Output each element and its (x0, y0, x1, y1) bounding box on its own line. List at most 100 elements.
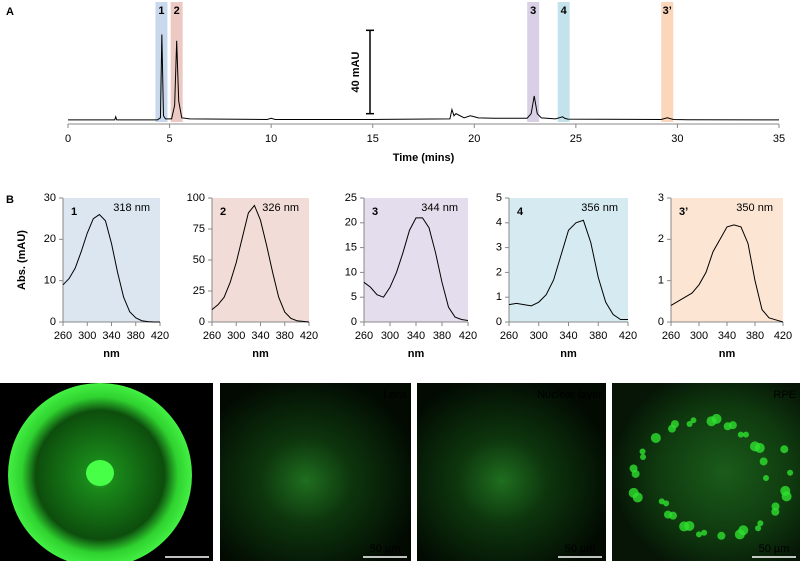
x-tick-label: 340 (251, 330, 269, 342)
rpe-cell (742, 431, 749, 438)
rpe-cell (780, 485, 791, 496)
y-tick-label: 2 (658, 233, 664, 245)
x-tick-label: 420 (151, 330, 169, 342)
x-tick-label: 300 (78, 330, 96, 342)
y-tick-label: 75 (193, 223, 205, 235)
scale-bar-label: 40 mAU (350, 51, 362, 92)
x-tick-label: 340 (718, 330, 736, 342)
rpe-cell (717, 531, 726, 540)
x-axis-title: nm (719, 348, 736, 360)
x-axis-title: nm (252, 348, 269, 360)
peak-label: 2 (174, 5, 180, 17)
y-axis-title: Abs. (mAU) (16, 230, 28, 290)
x-tick-label: 340 (407, 330, 425, 342)
y-tick-label: 10 (44, 275, 56, 287)
scale-bar-label: 100 µm (169, 543, 206, 555)
rpe-cell (631, 469, 640, 478)
x-tick-label: 300 (690, 330, 708, 342)
y-tick-label: 20 (44, 233, 56, 245)
image-label: RPE (773, 389, 796, 401)
y-tick-label: 0 (351, 316, 357, 328)
y-tick-label: 25 (345, 192, 357, 204)
rpe-cell (737, 431, 744, 438)
x-tick-label: 380 (127, 330, 145, 342)
x-tick-label: 300 (530, 330, 548, 342)
x-tick-label: 20 (468, 133, 480, 145)
peak-annotation: 344 nm (421, 202, 458, 214)
peak-highlight (170, 2, 183, 122)
y-tick-label: 0 (50, 316, 56, 328)
peak-highlight (527, 2, 540, 122)
peak-highlight (557, 2, 570, 122)
x-tick-label: 380 (276, 330, 294, 342)
rpe-cell (723, 422, 732, 431)
x-tick-label: 260 (500, 330, 518, 342)
x-tick-label: 15 (367, 133, 379, 145)
peak-label: 4 (561, 5, 568, 17)
x-tick-label: 420 (300, 330, 318, 342)
micrograph (220, 383, 411, 561)
x-tick-label: 260 (355, 330, 373, 342)
panel-label: A (6, 6, 14, 18)
y-tick-label: 0 (658, 316, 664, 328)
x-axis-title: Time (mins) (393, 152, 455, 164)
data-line (363, 217, 469, 322)
y-tick-label: 50 (193, 254, 205, 266)
peak-annotation: 326 nm (262, 202, 299, 214)
micrograph (417, 383, 606, 561)
y-tick-label: 3 (658, 192, 664, 204)
rpe-cell (650, 432, 661, 443)
panel-label: B (6, 194, 14, 206)
data-line (68, 34, 780, 121)
y-tick-label: 25 (193, 285, 205, 297)
x-tick-label: 300 (381, 330, 399, 342)
rpe-cell (755, 525, 762, 532)
x-tick-label: 420 (774, 330, 792, 342)
rpe-cell (738, 525, 749, 536)
peak-highlight (661, 2, 674, 122)
y-tick-label: 5 (351, 291, 357, 303)
scale-bar-label: 50 µm (565, 543, 596, 555)
rpe-cell (684, 520, 695, 531)
x-tick-label: 380 (433, 330, 451, 342)
data-line (670, 224, 784, 323)
x-tick-label: 260 (203, 330, 221, 342)
rpe-cell (632, 492, 643, 503)
plot-background (509, 198, 628, 322)
rpe-cell (695, 531, 702, 538)
x-tick-label: 340 (102, 330, 120, 342)
y-tick-label: 100 (187, 192, 205, 204)
x-tick-label: 300 (227, 330, 245, 342)
x-tick-label: 260 (54, 330, 72, 342)
x-tick-label: 260 (662, 330, 680, 342)
x-tick-label: 5 (167, 133, 173, 145)
x-tick-label: 420 (619, 330, 637, 342)
rpe-cell (669, 511, 678, 520)
x-axis-title: nm (560, 348, 577, 360)
spectrum-label: 4 (517, 206, 524, 218)
rpe-cell (757, 520, 764, 527)
x-tick-label: 30 (671, 133, 683, 145)
image-label: Lens (383, 389, 407, 401)
spectrum-label: 2 (220, 206, 226, 218)
x-tick-label: 340 (559, 330, 577, 342)
rpe-cell (759, 457, 768, 466)
y-tick-label: 2 (496, 266, 502, 278)
rpe-cell (749, 441, 760, 452)
rpe-cell (663, 500, 670, 507)
peak-label: 1 (158, 5, 164, 17)
plot-background (671, 198, 783, 322)
rpe-cell (668, 424, 677, 433)
x-tick-label: 380 (746, 330, 764, 342)
y-tick-label: 0 (199, 316, 205, 328)
peak-annotation: 356 nm (581, 202, 618, 214)
spectrum-label: 3 (372, 206, 378, 218)
spectrum-label: 3’ (679, 206, 688, 218)
y-tick-label: 10 (345, 266, 357, 278)
eye-center (86, 460, 114, 486)
spectrum-label: 1 (71, 206, 77, 218)
x-tick-label: 25 (570, 133, 582, 145)
y-tick-label: 0 (496, 316, 502, 328)
x-tick-label: 10 (265, 133, 277, 145)
